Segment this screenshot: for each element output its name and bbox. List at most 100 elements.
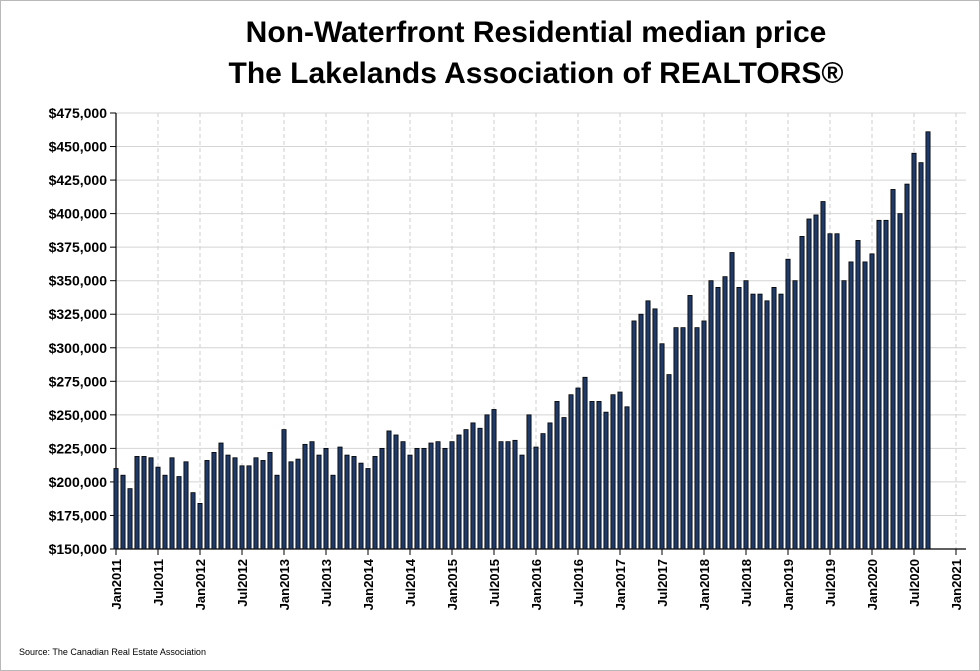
bar (358, 462, 364, 550)
bar (281, 429, 287, 550)
x-tick-label: Jul2012 (235, 559, 250, 607)
bar (428, 442, 434, 550)
bar (799, 236, 805, 550)
x-tick-label: Jul2019 (823, 559, 838, 607)
bar (778, 293, 784, 550)
y-tick-label: $325,000 (49, 306, 108, 322)
bar (421, 447, 427, 550)
x-tick-label: Jul2016 (571, 559, 586, 607)
bar (715, 286, 721, 550)
bar (757, 293, 763, 550)
bar (526, 414, 532, 550)
bar (183, 461, 189, 550)
x-tick-label: Jan2013 (277, 559, 292, 610)
y-tick-label: $300,000 (49, 340, 108, 356)
y-tick-label: $250,000 (49, 407, 108, 423)
bar (435, 441, 441, 550)
bar (659, 343, 665, 550)
bar (918, 162, 924, 550)
x-tick-label: Jan2020 (865, 559, 880, 610)
bar (470, 422, 476, 550)
x-tick-label: Jul2015 (487, 559, 502, 607)
bar (309, 441, 315, 550)
bar (694, 327, 700, 550)
bar (232, 457, 238, 550)
bar (141, 456, 147, 550)
bar (764, 300, 770, 550)
bar (673, 327, 679, 550)
bar (253, 457, 259, 550)
bar (897, 213, 903, 550)
bar (463, 429, 469, 550)
bar (701, 320, 707, 550)
bar (316, 454, 322, 550)
bar (519, 454, 525, 550)
bar (442, 447, 448, 550)
bar (813, 214, 819, 550)
bar (736, 286, 742, 550)
bar (806, 218, 812, 550)
bar (505, 441, 511, 550)
bar (855, 240, 861, 550)
y-tick-label: $275,000 (49, 373, 108, 389)
bar (771, 286, 777, 550)
bar (155, 466, 161, 550)
bar (393, 434, 399, 550)
bar (211, 452, 217, 550)
bar (666, 374, 672, 550)
bar (575, 387, 581, 550)
bar (554, 401, 560, 550)
bar (323, 447, 329, 550)
y-tick-label: $450,000 (49, 139, 108, 155)
bar (148, 457, 154, 550)
x-tick-label: Jan2014 (361, 558, 376, 610)
bar (904, 183, 910, 550)
bar (680, 327, 686, 550)
x-tick-label: Jan2018 (697, 559, 712, 610)
bar (785, 258, 791, 550)
bar (890, 189, 896, 550)
y-tick-label: $150,000 (49, 541, 108, 557)
bar (127, 488, 133, 550)
bar (414, 447, 420, 550)
bar (722, 276, 728, 550)
bar (274, 474, 280, 550)
x-tick-label: Jul2011 (151, 559, 166, 606)
x-tick-label: Jul2014 (403, 558, 418, 606)
bar (176, 476, 182, 550)
x-tick-label: Jul2017 (655, 559, 670, 607)
x-tick-label: Jan2019 (781, 559, 796, 610)
y-tick-label: $175,000 (49, 507, 108, 523)
bar (610, 394, 616, 550)
bar (204, 460, 210, 550)
bar (225, 454, 231, 550)
bar (862, 261, 868, 550)
bar (708, 280, 714, 550)
bar (197, 502, 203, 550)
x-tick-label: Jul2018 (739, 559, 754, 607)
bar (883, 219, 889, 550)
x-tick-label: Jan2011 (109, 559, 124, 610)
bar (547, 422, 553, 550)
bar (267, 452, 273, 550)
bar (869, 253, 875, 550)
x-tick-label: Jan2021 (949, 559, 964, 610)
y-tick-label: $475,000 (49, 105, 108, 121)
x-tick-label: Jan2017 (613, 559, 628, 610)
bar (687, 295, 693, 550)
x-tick-label: Jul2013 (319, 559, 334, 607)
bar (645, 300, 651, 550)
bar (743, 280, 749, 550)
bar (344, 454, 350, 550)
bar (841, 280, 847, 550)
bar (302, 443, 308, 550)
bar (617, 391, 623, 550)
bar (365, 468, 371, 550)
bar (288, 461, 294, 550)
bar (295, 458, 301, 550)
bar (162, 474, 168, 550)
bar (589, 401, 595, 550)
source-note: Source: The Canadian Real Estate Associa… (19, 647, 206, 657)
bar (533, 446, 539, 550)
